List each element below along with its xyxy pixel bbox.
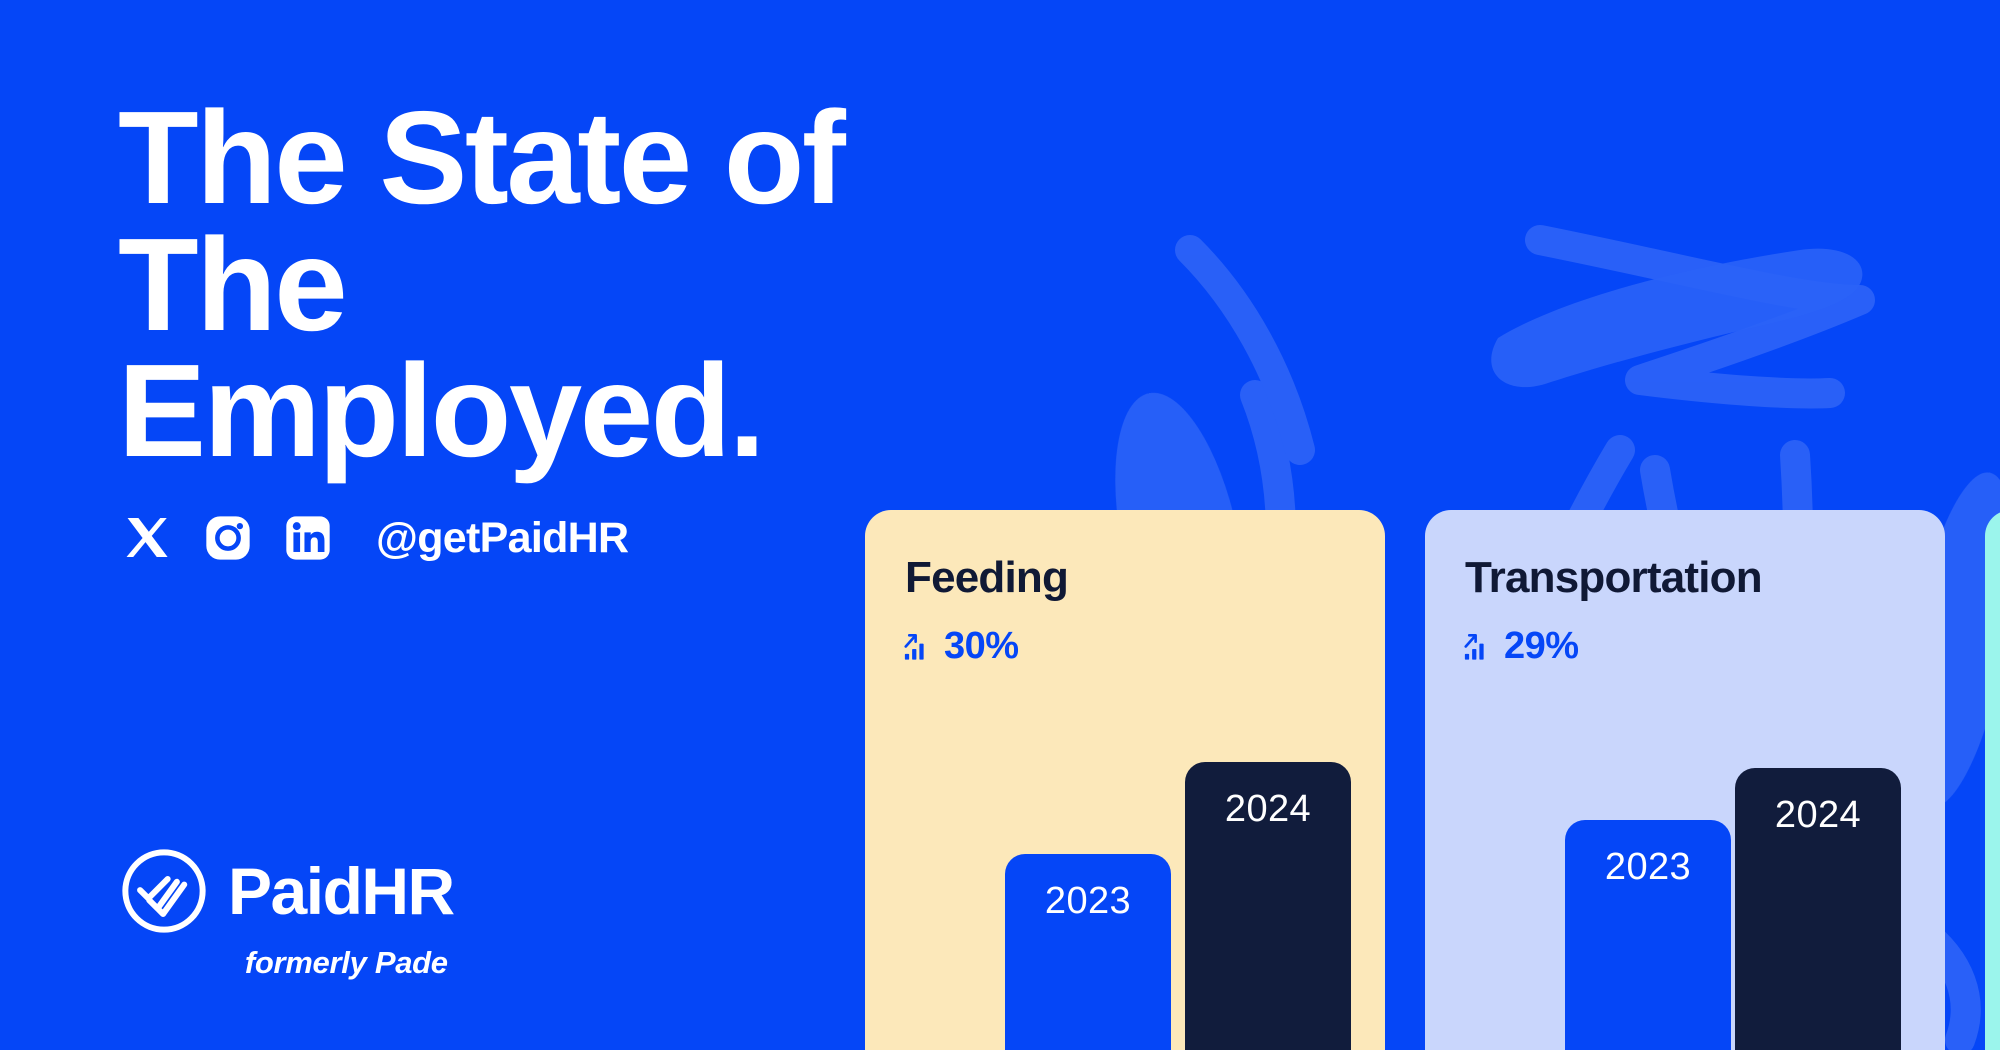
bar-2023: 2023 [1565,820,1731,1050]
logo-wordmark: PaidHR [228,854,455,928]
social-links-row: @getPaidHR [122,512,629,564]
card-title: Transportation [1465,553,1763,602]
left-content-panel: The State of The Employed. [118,0,998,1050]
page-title: The State of The Employed. [118,84,846,485]
card-title: Feeding [905,553,1069,602]
stat-card-feeding[interactable]: Feeding 30% 2023 [865,510,1385,1050]
card-bars: 2023 2024 [1425,510,1945,1050]
social-handle[interactable]: @getPaidHR [376,513,629,562]
linkedin-icon[interactable] [282,512,334,564]
card-stat: 29% [1463,625,1579,668]
bar-label: 2023 [1044,880,1132,922]
stat-card-partial[interactable] [1985,510,2000,1050]
logo-tagline: formerly Pade [244,945,448,980]
brand-logo-block: PaidHR formerly Pade [118,845,455,981]
card-stat: 30% [903,625,1019,668]
paidhr-checkmark-logo-icon [122,849,206,933]
bar-label: 2024 [1224,788,1312,830]
x-icon[interactable] [122,512,174,564]
bar-label: 2024 [1774,794,1862,836]
card-stat-value: 29% [1504,625,1579,667]
card-stat-value: 30% [944,625,1019,667]
stat-card-transportation[interactable]: Transportation 29% 2023 [1425,510,1945,1050]
trending-bar-chart-icon [1464,633,1484,660]
logo-row: PaidHR [118,845,455,937]
bar-2024: 2024 [1735,768,1901,1050]
trending-bar-chart-icon [904,633,924,660]
bar-2023: 2023 [1005,854,1171,1050]
bar-2024: 2024 [1185,762,1351,1050]
stat-cards-row: Feeding 30% 2023 [865,510,2000,1050]
instagram-icon[interactable] [202,512,254,564]
bar-label: 2023 [1604,846,1692,888]
card-bars: 2023 2024 [865,510,1385,1050]
